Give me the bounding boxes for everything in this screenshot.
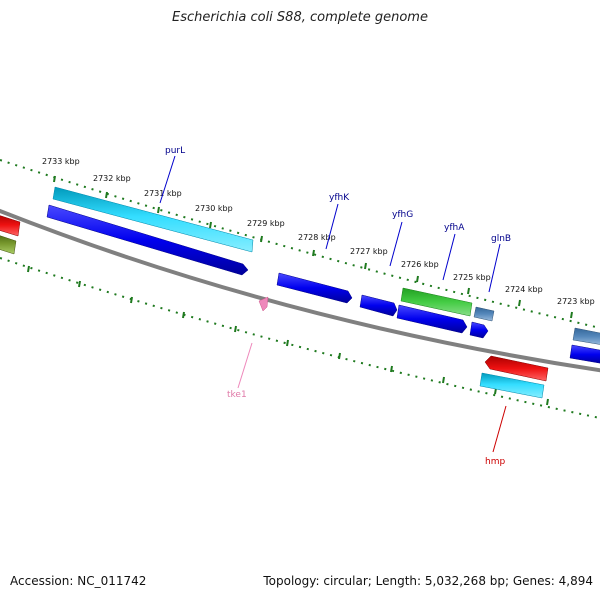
gene-label-leaders — [159, 155, 507, 453]
gene-steel-right-feature[interactable] — [572, 327, 600, 345]
gene-olive-left-feature[interactable] — [0, 234, 17, 255]
gene-blue-5-feature[interactable] — [469, 321, 489, 339]
inner-ruler — [0, 257, 600, 419]
map-title: Escherichia coli S88, complete genome — [172, 10, 428, 25]
kbp-label-2725: 2725 kbp — [453, 273, 491, 282]
gene-blue-4-feature[interactable] — [396, 304, 468, 334]
gene-label-purL: purL — [165, 146, 185, 156]
kbp-label-2726: 2726 kbp — [401, 260, 439, 269]
accession-text: Accession: NC_011742 — [10, 574, 147, 588]
gene-label-yfhA: yfhA — [444, 223, 465, 233]
outer-gene-track — [52, 186, 600, 345]
gene-green-feature[interactable] — [400, 287, 473, 317]
gene-cyan-reverse-feature[interactable] — [479, 372, 545, 399]
gene-label-hmp: hmp — [485, 457, 505, 467]
gene-label-glnB: glnB — [491, 234, 511, 244]
kbp-label-2733: 2733 kbp — [42, 157, 80, 166]
gene-purL-feature[interactable] — [52, 186, 254, 253]
genome-backbone — [0, 208, 600, 373]
outer-ruler-major-ticks — [53, 175, 573, 319]
gene-blue-1-feature[interactable] — [46, 204, 249, 276]
genome-summary-text: Topology: circular; Length: 5,032,268 bp… — [263, 574, 593, 588]
gene-blue-2-feature[interactable] — [276, 272, 353, 304]
gene-label-tke1: tke1 — [227, 390, 247, 400]
gene-blue-3-feature[interactable] — [359, 294, 398, 317]
kbp-label-2723: 2723 kbp — [557, 297, 595, 306]
gene-label-yfhG: yfhG — [392, 210, 413, 220]
gene-labels: purL yfhK yfhG yfhA glnB tke1 hmp — [165, 146, 511, 467]
kbp-label-2728: 2728 kbp — [298, 233, 336, 242]
gene-tke1-feature[interactable] — [258, 296, 269, 312]
outer-ruler — [0, 159, 600, 329]
kbp-label-2729: 2729 kbp — [247, 219, 285, 228]
reverse-gene-track — [258, 296, 549, 399]
kbp-label-2730: 2730 kbp — [195, 204, 233, 213]
gene-glnB-feature[interactable] — [473, 306, 495, 322]
forward-gene-track — [0, 204, 600, 364]
gene-blue-6-feature[interactable] — [569, 344, 600, 364]
kbp-label-2732: 2732 kbp — [93, 174, 131, 183]
gene-hmp-feature[interactable] — [484, 355, 549, 382]
gene-label-yfhK: yfhK — [329, 193, 350, 203]
kbp-label-2727: 2727 kbp — [350, 247, 388, 256]
kbp-label-2724: 2724 kbp — [505, 285, 543, 294]
gene-red-left-feature[interactable] — [0, 214, 21, 237]
